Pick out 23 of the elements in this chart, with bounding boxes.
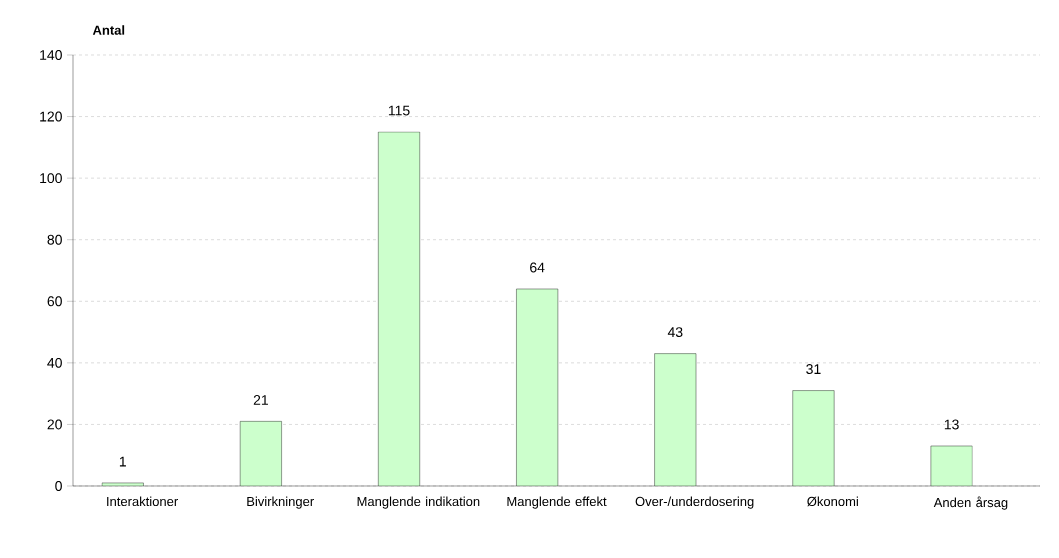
- y-tick-label: 140: [40, 50, 62, 60]
- data-label: 43: [667, 327, 683, 338]
- y-tick-label: 120: [40, 111, 62, 122]
- y-tick-label: 80: [47, 234, 62, 245]
- data-label: 31: [806, 364, 821, 375]
- x-tick-label: Manglende indikation: [357, 496, 480, 509]
- x-tick-label: Bivirkninger: [247, 496, 314, 509]
- x-tick-label: Over-/underdosering: [635, 496, 754, 509]
- data-label: 1: [119, 456, 126, 467]
- y-tick-label: 20: [47, 419, 62, 430]
- y-tick-label: 0: [55, 481, 62, 491]
- x-tick-label: Manglende effekt: [507, 496, 607, 509]
- y-tick-label: 100: [40, 173, 62, 184]
- x-tick-label: Interaktioner: [107, 496, 178, 507]
- data-label: 115: [388, 105, 410, 116]
- data-label: 21: [253, 395, 268, 405]
- data-label: 64: [530, 262, 545, 273]
- y-tick-label: 60: [47, 296, 62, 307]
- y-tick-label: 40: [47, 357, 62, 368]
- y-axis-title: Antal: [92, 25, 125, 35]
- data-label: 13: [944, 419, 959, 430]
- x-tick-label: Økonomi: [807, 496, 858, 507]
- x-tick-label: Anden årsag: [933, 496, 1008, 510]
